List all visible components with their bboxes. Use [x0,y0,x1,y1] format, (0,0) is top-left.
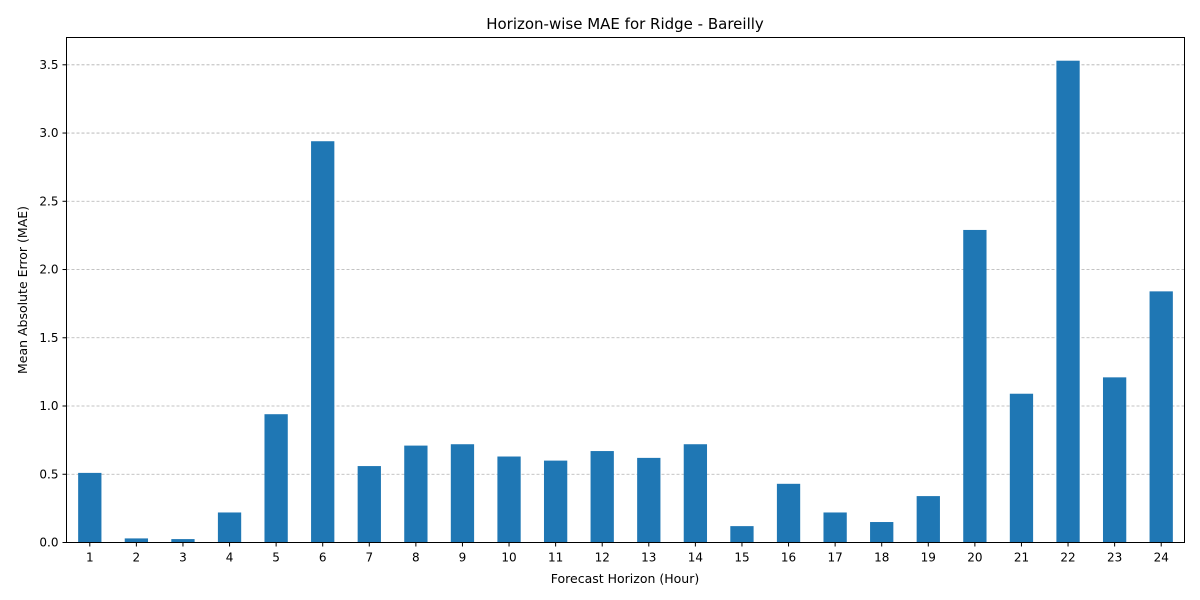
x-tick-label: 21 [1014,551,1029,565]
bar-hour-18 [870,522,894,543]
bar-hour-3 [171,539,195,543]
bar-hour-16 [776,483,801,543]
x-tick-label: 13 [641,551,656,565]
bar-hour-10 [497,456,521,543]
chart-title: Horizon-wise MAE for Ridge - Bareilly [486,15,764,33]
x-tick-label: 24 [1154,551,1169,565]
x-tick-label: 6 [319,551,327,565]
x-tick-label: 7 [365,551,373,565]
x-tick-label: 1 [86,551,94,565]
y-tick-label: 1.5 [39,331,58,345]
y-tick-label: 2.5 [39,194,58,208]
bar-hour-12 [590,451,614,543]
x-tick-label: 5 [272,551,280,565]
x-tick-label: 3 [179,551,187,565]
plot-frame [66,37,1185,543]
x-tick-label: 17 [827,551,842,565]
y-tick-label: 1.0 [39,399,58,413]
x-axis-label: Forecast Horizon (Hour) [551,571,700,586]
y-tick-label: 3.0 [39,126,58,140]
bar-hour-7 [357,466,381,543]
x-tick-label: 18 [874,551,889,565]
bar-hour-21 [1009,393,1034,543]
x-tick-label: 2 [133,551,141,565]
x-tick-label: 23 [1107,551,1122,565]
bar-hour-23 [1102,377,1127,543]
grid-lines [66,64,1185,475]
x-axis: 1 2 3 4 5 6 7 8 9 10 11 12 13 14 15 16 17 18 19 20 21 22 23 24 [86,542,1169,565]
x-tick-label: 22 [1060,551,1075,565]
bar-hour-15 [730,526,754,543]
bar-hour-6 [311,141,335,543]
x-tick-label: 14 [688,551,703,565]
bar-hour-14 [683,444,708,543]
bar-hour-22 [1056,60,1080,543]
y-axis: 0.0 0.5 1.0 1.5 2.0 2.5 3.0 3.5 [39,58,67,550]
y-tick-label: 0.0 [39,536,58,550]
x-tick-label: 8 [412,551,420,565]
y-tick-label: 3.5 [39,58,58,72]
x-tick-label: 19 [921,551,936,565]
x-tick-label: 15 [734,551,749,565]
bar-hour-9 [450,444,475,543]
x-tick-label: 20 [967,551,982,565]
bar-hour-13 [637,457,661,543]
x-tick-label: 12 [595,551,610,565]
x-tick-label: 16 [781,551,796,565]
bar-hour-24 [1149,291,1173,543]
bar-hour-2 [124,538,149,543]
bar-hour-8 [404,445,428,543]
bar-hour-1 [78,472,102,543]
y-tick-label: 2.0 [39,263,58,277]
bar-hour-11 [543,460,568,543]
bar-hour-17 [823,512,847,543]
x-tick-label: 9 [459,551,467,565]
y-axis-label: Mean Absolute Error (MAE) [15,206,30,374]
bar-hour-5 [264,414,288,543]
bar-hour-19 [916,496,940,543]
x-tick-label: 10 [501,551,516,565]
x-tick-label: 11 [548,551,563,565]
x-tick-label: 4 [226,551,234,565]
bar-hour-4 [217,512,242,543]
y-tick-label: 0.5 [39,467,58,481]
bar-hour-20 [963,229,987,543]
bars [78,60,1173,543]
